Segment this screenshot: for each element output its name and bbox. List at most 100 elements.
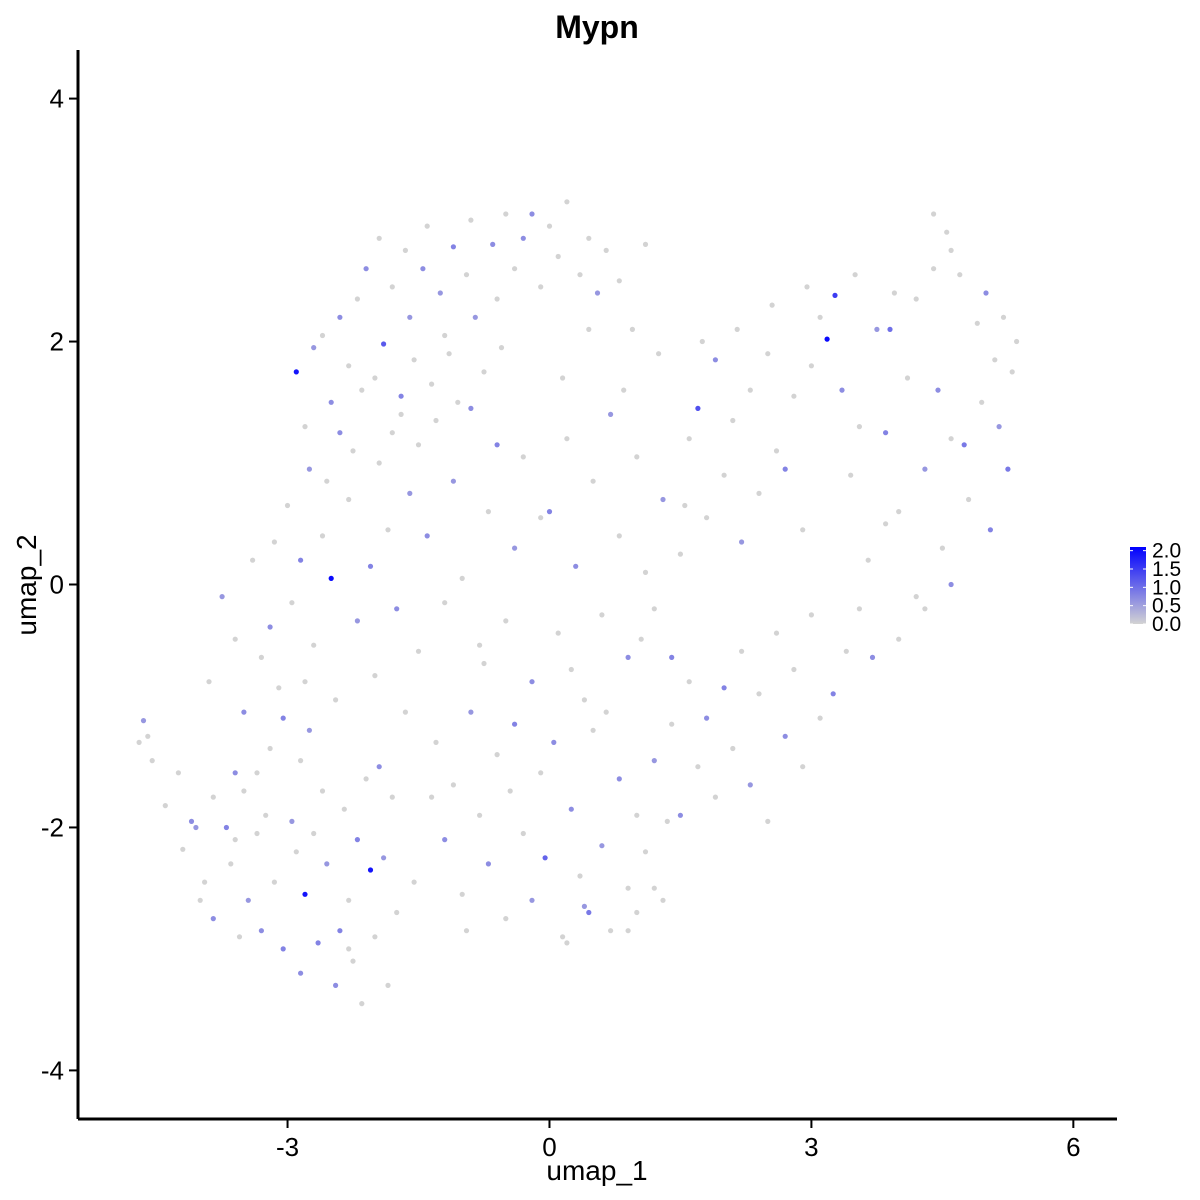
data-point	[346, 946, 352, 952]
data-point	[677, 812, 684, 818]
data-point	[193, 824, 199, 831]
legend-tick-label: 0.0	[1152, 613, 1181, 636]
data-point	[581, 903, 588, 910]
data-point	[616, 533, 622, 539]
data-point	[367, 563, 374, 569]
data-point	[625, 928, 631, 934]
data-point	[756, 691, 762, 697]
data-point	[346, 496, 352, 503]
data-point	[983, 290, 989, 296]
data-point	[931, 211, 937, 217]
data-point	[832, 292, 838, 298]
data-point	[913, 594, 919, 600]
data-point	[407, 314, 413, 320]
data-point	[394, 909, 400, 916]
data-point	[302, 679, 308, 685]
data-point	[520, 454, 526, 460]
y-tick-label: -4	[41, 1055, 64, 1085]
data-point	[389, 284, 395, 290]
data-point	[411, 879, 417, 885]
data-point	[856, 606, 863, 612]
data-point	[625, 885, 631, 891]
data-point	[883, 430, 889, 436]
y-tick-label: 0	[50, 570, 64, 600]
data-point	[603, 709, 609, 715]
data-point	[634, 812, 640, 818]
data-point	[961, 442, 967, 448]
data-point	[424, 533, 430, 539]
data-point	[529, 679, 535, 685]
data-point	[555, 253, 561, 260]
data-point	[695, 405, 701, 411]
data-point	[472, 314, 478, 320]
data-point	[992, 357, 998, 363]
data-point	[459, 891, 465, 897]
data-point	[577, 873, 583, 879]
data-point	[298, 758, 304, 764]
data-point	[651, 606, 657, 612]
data-point	[590, 478, 596, 484]
data-point	[289, 600, 295, 606]
data-point	[333, 697, 339, 703]
data-point	[791, 393, 797, 399]
data-point	[865, 557, 871, 563]
data-point	[538, 515, 544, 521]
data-point	[372, 673, 378, 679]
data-point	[350, 448, 356, 454]
data-point	[966, 496, 972, 503]
data-point	[494, 442, 500, 448]
data-point	[660, 496, 666, 503]
data-point	[656, 351, 662, 357]
data-point	[551, 739, 557, 746]
data-point	[442, 332, 448, 339]
data-point	[498, 345, 505, 351]
data-point	[957, 272, 963, 278]
data-point	[856, 424, 863, 430]
data-point	[581, 697, 588, 703]
data-point	[346, 897, 352, 903]
data-point	[367, 867, 374, 873]
data-point	[324, 478, 330, 484]
data-point	[511, 721, 518, 727]
data-point	[682, 502, 688, 509]
data-point	[206, 679, 212, 685]
data-point	[874, 326, 880, 332]
data-point	[782, 733, 788, 739]
x-tick-label: -3	[276, 1132, 299, 1162]
data-point	[354, 837, 360, 843]
data-point	[245, 897, 251, 903]
data-point	[651, 885, 657, 891]
data-point	[232, 837, 238, 843]
data-point	[704, 515, 710, 521]
data-point	[463, 272, 470, 278]
data-point	[503, 916, 509, 922]
data-point	[258, 654, 264, 661]
data-point	[450, 244, 456, 250]
data-point	[660, 897, 666, 903]
data-point	[503, 211, 509, 217]
data-point	[381, 855, 387, 861]
data-point	[808, 363, 815, 369]
data-point	[372, 934, 378, 940]
x-tick-label: 3	[804, 1132, 818, 1162]
data-point	[359, 387, 365, 393]
data-point	[398, 393, 404, 399]
data-point	[625, 654, 631, 661]
data-point	[887, 326, 893, 332]
data-point	[564, 199, 570, 205]
x-tick-label: 6	[1066, 1132, 1080, 1162]
data-point	[306, 727, 312, 733]
data-point	[354, 296, 360, 302]
data-point	[175, 770, 181, 776]
data-point	[197, 897, 203, 903]
data-point	[298, 970, 304, 976]
data-point	[363, 266, 369, 272]
y-tick-label: 4	[50, 84, 64, 114]
data-point	[376, 235, 382, 241]
data-point	[433, 739, 439, 746]
data-point	[145, 733, 151, 739]
data-point	[337, 314, 343, 320]
data-point	[490, 241, 496, 247]
data-point	[494, 752, 500, 758]
data-point	[883, 521, 889, 527]
